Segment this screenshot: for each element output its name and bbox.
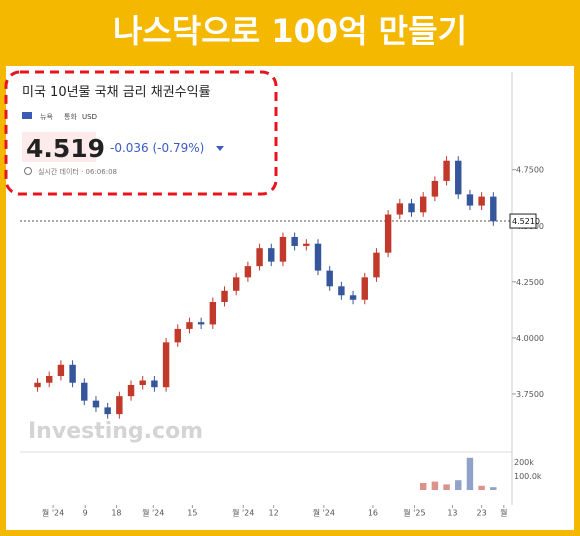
candle-body [256, 248, 263, 267]
candle-body [455, 160, 462, 195]
candle-body [349, 295, 357, 300]
candle-body [221, 290, 228, 302]
volume-bar [490, 487, 497, 490]
x-tick-label: 월 '24 [42, 508, 64, 518]
x-tick-label: 월 '25 [403, 508, 425, 518]
candle-body [57, 364, 65, 376]
candle-body [92, 400, 100, 408]
candle-body [396, 203, 404, 215]
candle-body [338, 286, 345, 296]
x-tick-label: 월 [500, 508, 507, 518]
candle-body [197, 322, 205, 325]
down-arrow [216, 146, 224, 151]
volume-bar [419, 483, 427, 490]
currency-label: 통화 [64, 113, 77, 121]
candle-body [466, 194, 474, 206]
x-tick-label: 16 [368, 509, 378, 518]
candle-body [268, 248, 275, 262]
candle-body [408, 203, 415, 213]
candle-body [104, 407, 111, 415]
candle-body [69, 364, 76, 383]
candle-body [361, 277, 368, 300]
flag-icon [22, 112, 32, 119]
candle-body [326, 270, 333, 287]
candle-body [314, 243, 322, 271]
candle-body [303, 243, 310, 246]
candle-body [384, 214, 392, 253]
watermark: Investing.com [28, 419, 203, 444]
y-tick-label: 4.7500 [516, 166, 544, 175]
y-tick-label: 4.2500 [516, 278, 544, 287]
instrument-title: 미국 10년물 국채 금리 채권수익률 [22, 85, 211, 100]
candle-body [151, 380, 158, 388]
candle-body [373, 252, 380, 278]
candle-body [431, 180, 439, 197]
candle-body [443, 160, 450, 181]
candle-body [490, 196, 497, 222]
candle-body [209, 302, 217, 325]
volume-tick-label: 200k [514, 458, 534, 467]
price: 4.519 [26, 134, 105, 163]
candle-body [46, 376, 53, 383]
candle-body [478, 196, 485, 206]
candle-body [174, 328, 181, 343]
volume-bar [455, 480, 462, 490]
x-tick-label: 18 [111, 509, 121, 518]
candle-body [232, 277, 240, 291]
candle-body [127, 384, 135, 397]
price-change: -0.036 (-0.79%) [110, 141, 204, 155]
x-tick-label: 12 [269, 509, 279, 518]
exchange: 뉴욕 [40, 113, 53, 121]
last-price-label: 4.5210 [512, 217, 540, 226]
candle-body [34, 382, 41, 388]
candle-body [186, 322, 193, 329]
clock-icon [24, 167, 32, 175]
currency: USD [82, 113, 97, 121]
x-tick-label: 23 [477, 509, 487, 518]
x-tick-label: 13 [447, 509, 457, 518]
volume-bar [431, 481, 439, 490]
x-tick-label: 월 '24 [313, 508, 335, 518]
chart-frame [6, 66, 574, 530]
banner-title: 나스닥으로 100억 만들기 [112, 12, 468, 50]
candle-body [279, 236, 287, 262]
volume-bar [443, 484, 450, 490]
candle-body [244, 266, 252, 278]
x-tick-label: 월 '24 [232, 508, 254, 518]
x-tick-label: 월 '24 [142, 508, 164, 518]
candle-body [162, 342, 170, 388]
x-tick-label: 9 [83, 509, 88, 518]
y-tick-label: 4.0000 [516, 334, 544, 343]
candle-body [116, 396, 123, 415]
price-bg [22, 132, 96, 162]
highlight-box [4, 70, 278, 196]
candle-body [291, 236, 298, 246]
candle-body [139, 380, 146, 385]
last-price-box [509, 213, 537, 229]
candle-body [419, 196, 427, 213]
volume-tick-label: 100.0k [514, 472, 542, 481]
y-tick-label: 3.7500 [516, 390, 544, 399]
x-tick-label: 15 [187, 509, 197, 518]
volume-bar [478, 485, 485, 490]
volume-bar [466, 457, 474, 490]
candle-body [81, 382, 88, 401]
status: 실시간 데이터 · 06:06:08 [38, 167, 117, 176]
